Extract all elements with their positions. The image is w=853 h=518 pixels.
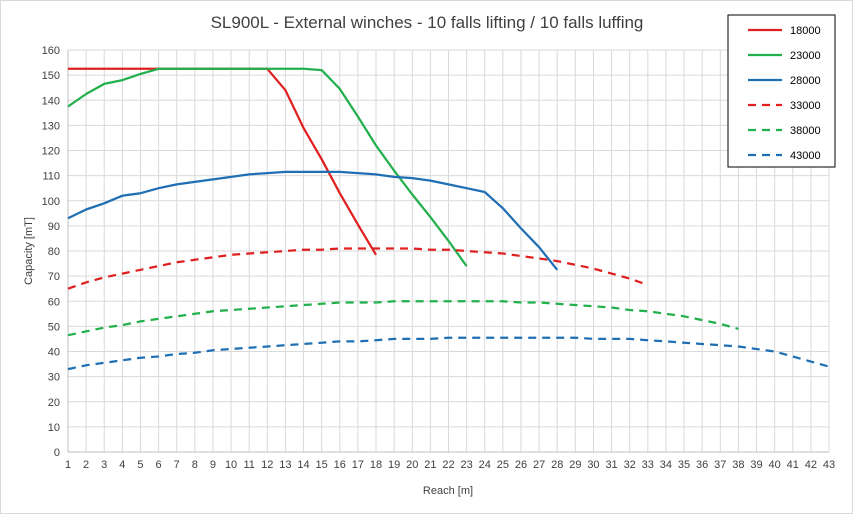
legend-label-33000: 33000 <box>790 100 821 112</box>
x-tick-label: 22 <box>442 459 454 471</box>
series-line-33000 <box>67 247 649 290</box>
x-tick-label: 19 <box>388 459 400 471</box>
y-tick-label: 110 <box>42 171 60 183</box>
x-axis-label: Reach [m] <box>423 485 473 497</box>
legend-label-38000: 38000 <box>790 125 821 137</box>
x-tick-label: 17 <box>352 459 364 471</box>
x-tick-label: 1 <box>65 459 71 471</box>
x-tick-label: 18 <box>370 459 382 471</box>
y-axis-label: Capacity [mT] <box>23 217 35 285</box>
x-tick-label: 5 <box>137 459 143 471</box>
x-tick-label: 37 <box>714 459 726 471</box>
x-tick-label: 41 <box>787 459 799 471</box>
x-tick-label: 12 <box>261 459 273 471</box>
series-line-28000 <box>67 170 559 271</box>
x-tick-label: 9 <box>210 459 216 471</box>
series-line-18000 <box>68 67 377 256</box>
y-tick-label: 30 <box>48 372 60 384</box>
legend: 18000 23000 28000 33000 38000 43000 <box>727 14 836 168</box>
x-tick-label: 34 <box>660 459 672 471</box>
y-tick-label: 10 <box>48 422 60 434</box>
x-tick-label: 2 <box>83 459 89 471</box>
y-tick-label: 120 <box>42 146 60 158</box>
x-tick-label: 14 <box>297 459 309 471</box>
series-line-23000 <box>67 67 468 267</box>
x-tick-label: 21 <box>424 459 436 471</box>
legend-label-18000: 18000 <box>790 25 821 37</box>
x-tick-label: 30 <box>587 459 599 471</box>
y-tick-label: 60 <box>48 296 60 308</box>
x-tick-label: 33 <box>642 459 654 471</box>
x-tick-label: 26 <box>515 459 527 471</box>
x-tick-label: 27 <box>533 459 545 471</box>
x-tick-label: 11 <box>243 459 254 471</box>
x-tick-label: 24 <box>479 459 491 471</box>
y-tick-label: 80 <box>48 246 60 258</box>
x-tick-label: 13 <box>279 459 291 471</box>
x-tick-label: 3 <box>101 459 107 471</box>
y-tick-label: 130 <box>42 120 60 132</box>
series-line-38000 <box>67 300 739 337</box>
x-tick-label: 36 <box>696 459 708 471</box>
chart-title: SL900L - External winches - 10 falls lif… <box>211 13 644 32</box>
x-tick-label: 4 <box>119 459 125 471</box>
x-tick-label: 10 <box>225 459 237 471</box>
y-tick-label: 150 <box>42 70 60 82</box>
x-tick-label: 42 <box>805 459 817 471</box>
y-tick-label: 90 <box>48 221 60 233</box>
series-line-43000 <box>67 336 830 371</box>
x-tick-label: 29 <box>569 459 581 471</box>
y-tick-label: 50 <box>48 321 60 333</box>
x-tick-label: 43 <box>823 459 835 471</box>
x-tick-label: 6 <box>156 459 162 471</box>
x-tick-label: 38 <box>732 459 744 471</box>
y-tick-label: 20 <box>48 397 60 409</box>
x-tick-label: 7 <box>174 459 180 471</box>
y-tick-label: 0 <box>54 447 60 459</box>
x-tick-label: 20 <box>406 459 418 471</box>
y-tick-label: 140 <box>42 95 60 107</box>
legend-label-23000: 23000 <box>790 50 821 62</box>
x-tick-label: 16 <box>334 459 346 471</box>
series-lines <box>67 67 830 371</box>
legend-box <box>727 14 836 168</box>
x-tick-label: 31 <box>605 459 617 471</box>
y-tick-label: 160 <box>42 45 60 57</box>
x-tick-label: 23 <box>460 459 472 471</box>
x-tick-label: 32 <box>624 459 636 471</box>
x-tick-label: 40 <box>769 459 781 471</box>
x-tick-label: 25 <box>497 459 509 471</box>
x-tick-label: 15 <box>316 459 328 471</box>
x-tick-label: 39 <box>750 459 762 471</box>
legend-label-43000: 43000 <box>790 150 821 162</box>
x-tick-label: 28 <box>551 459 563 471</box>
x-tick-label: 8 <box>192 459 198 471</box>
grid <box>67 49 830 453</box>
legend-label-28000: 28000 <box>790 75 821 87</box>
x-tick-label: 35 <box>678 459 690 471</box>
y-tick-label: 40 <box>48 347 60 359</box>
y-tick-label: 100 <box>42 196 60 208</box>
axes: 1 2 3 4 5 6 7 8 9 10 11 12 13 14 15 16 17 18 19 20 21 22 23 24 2… <box>42 45 835 471</box>
y-tick-label: 70 <box>48 271 60 283</box>
